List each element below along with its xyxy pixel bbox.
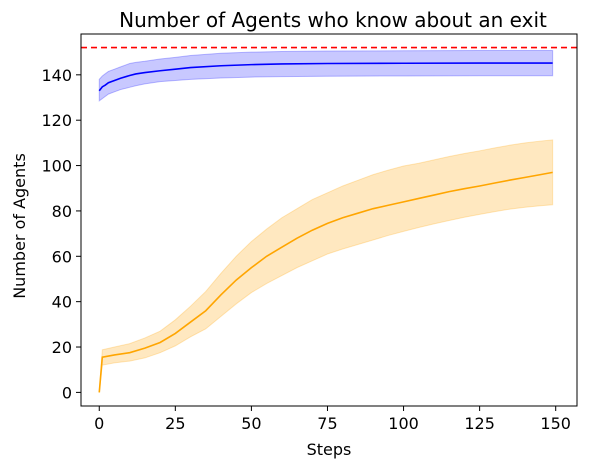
plot-area: 0 25 50 75 100 125 150 0 20 40 60 80 100 120 140 [41, 46, 577, 433]
series-1-band [98, 50, 554, 102]
x-axis-label: Steps [307, 440, 352, 459]
x-tick-label: 75 [317, 414, 337, 433]
y-tick-label: 100 [41, 157, 72, 176]
y-tick-label: 40 [52, 293, 72, 312]
x-tick-label: 25 [165, 414, 185, 433]
x-tick-label: 50 [241, 414, 261, 433]
series-2-line [98, 171, 553, 393]
y-tick-label: 120 [41, 111, 72, 130]
y-tick-label: 60 [52, 247, 72, 266]
series-2-band [98, 139, 554, 393]
x-tick-label: 0 [94, 414, 104, 433]
x-tick-label: 125 [464, 414, 495, 433]
chart-title: Number of Agents who know about an exit [119, 8, 547, 32]
series-1-line [98, 62, 553, 92]
x-tick-label: 100 [388, 414, 419, 433]
axes-frame [80, 33, 578, 407]
y-axis-label: Number of Agents [10, 153, 29, 299]
y-tick-label: 140 [41, 66, 72, 85]
x-tick-label: 150 [540, 414, 571, 433]
y-tick-label: 20 [52, 338, 72, 357]
y-tick-label: 0 [62, 383, 72, 402]
y-tick-label: 80 [52, 202, 72, 221]
